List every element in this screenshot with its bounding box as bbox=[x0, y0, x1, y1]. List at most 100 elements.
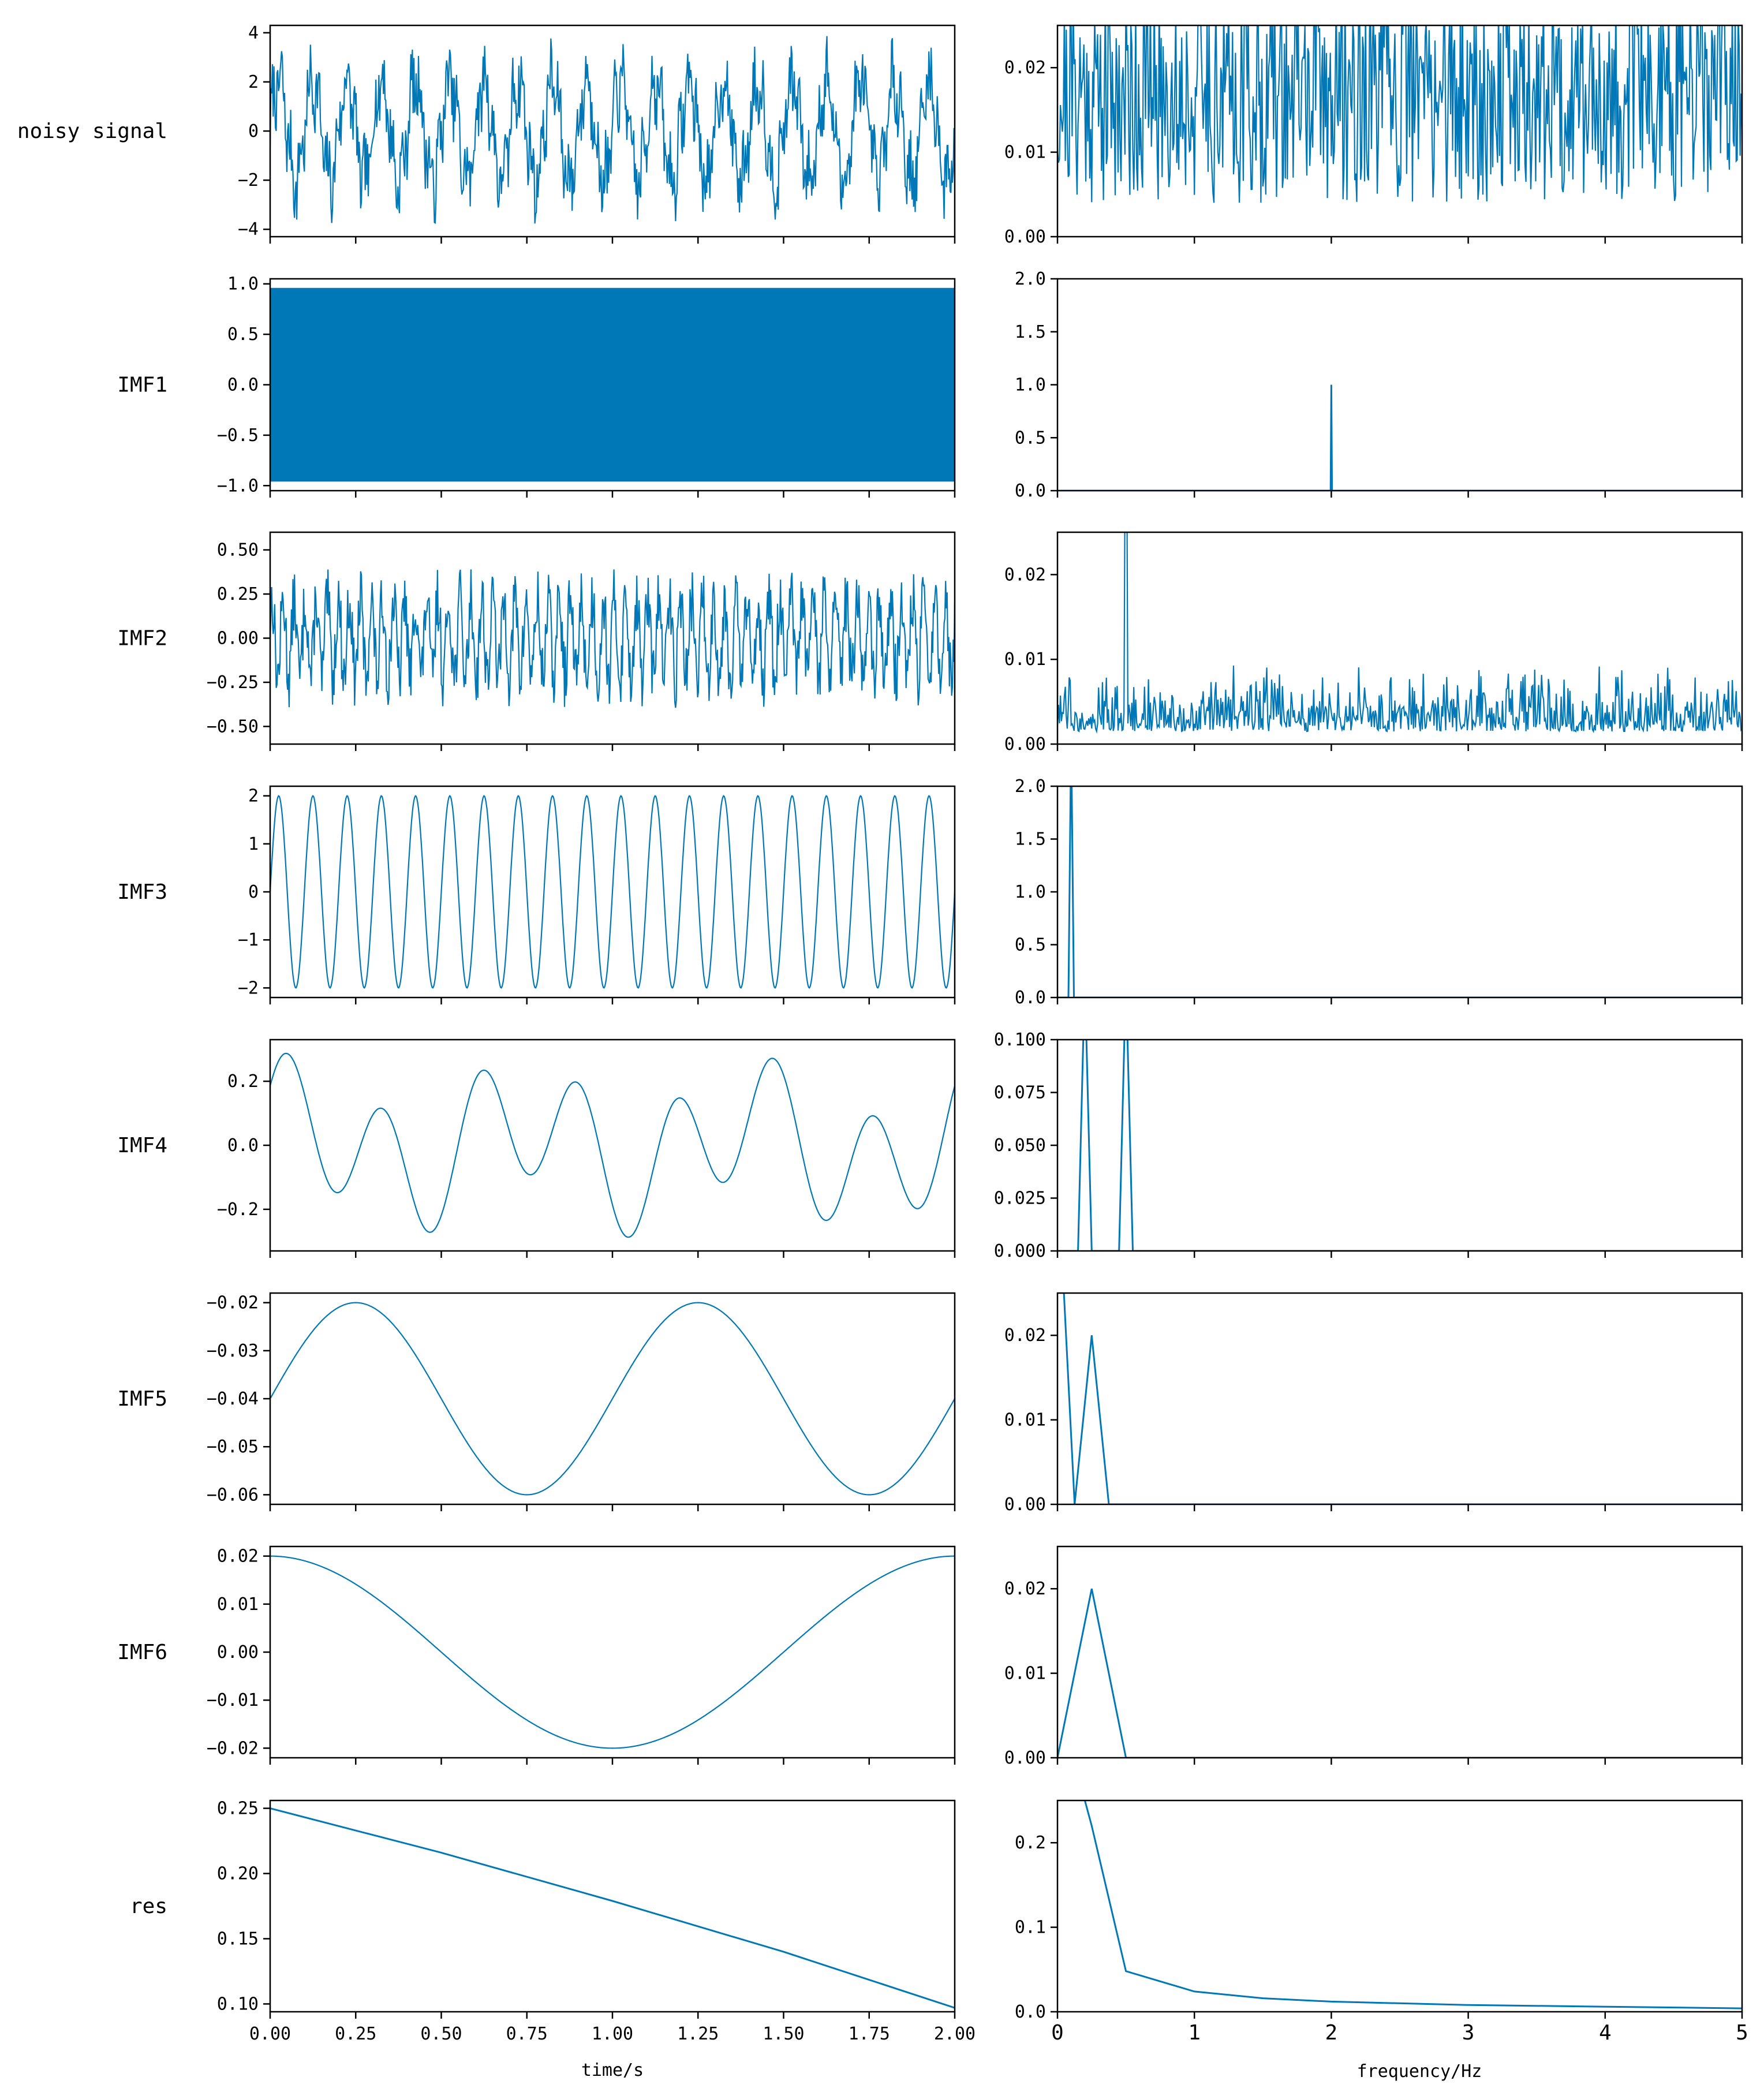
y-tick-label: 0.00 bbox=[1004, 1495, 1046, 1515]
series-line bbox=[270, 1302, 955, 1496]
y-tick-label: −0.50 bbox=[207, 716, 259, 737]
series-line bbox=[1057, 786, 1742, 998]
row-label-imf4: IMF4 bbox=[117, 1134, 167, 1157]
y-tick-label: 0.25 bbox=[217, 1799, 259, 1819]
y-tick-label: 0.1 bbox=[1015, 1918, 1046, 1938]
series-line bbox=[1063, 1293, 1742, 1504]
y-tick-label: 0.01 bbox=[1004, 143, 1046, 163]
y-tick-label: 0.25 bbox=[217, 584, 259, 604]
x-tick-label: 0 bbox=[1051, 2021, 1064, 2045]
row-label-imf2: IMF2 bbox=[117, 627, 167, 651]
y-tick-label: 2.0 bbox=[1015, 269, 1046, 289]
y-tick-label: 0.0 bbox=[1015, 481, 1046, 501]
time-panel-imf2: 0.50 0.25 0.00 −0.25 −0.50 IMF2 bbox=[117, 531, 956, 751]
axes-frame bbox=[269, 1799, 956, 2013]
series-line bbox=[270, 795, 955, 989]
x-tick-label: 0.00 bbox=[249, 2024, 291, 2044]
time-panel-imf6: 0.02 0.01 0.00 −0.01 −0.02 IMF6 bbox=[117, 1545, 956, 1765]
y-tick-label: 0.50 bbox=[217, 540, 259, 561]
y-tick-label: 2 bbox=[248, 786, 259, 806]
y-tick-label: 0.5 bbox=[1015, 428, 1046, 448]
time-panel-res: 0.25 0.20 0.15 0.10 0.00 0.25 0.50 0.75 1.00 1.25… bbox=[130, 1799, 976, 2044]
y-tick-label: 0 bbox=[248, 882, 259, 902]
x-tick-label: 4 bbox=[1599, 2021, 1612, 2045]
y-tick-label: 0.5 bbox=[227, 324, 259, 345]
series-line bbox=[1057, 1588, 1742, 1758]
row-label-imf3: IMF3 bbox=[117, 880, 167, 904]
y-tick-label: 4 bbox=[248, 23, 259, 43]
time-panel-noisy-signal: 4 2 0 −2 −4 noisy signal bbox=[17, 23, 956, 244]
y-tick-label: 1.0 bbox=[227, 274, 259, 294]
y-tick-label: −2 bbox=[238, 170, 259, 190]
series-band bbox=[270, 287, 955, 482]
axes-frame bbox=[1056, 1292, 1743, 1506]
axes-frame bbox=[1056, 1038, 1743, 1252]
y-tick-label: 0.5 bbox=[1015, 935, 1046, 955]
time-panel-imf3: 2 1 0 −1 −2 IMF3 bbox=[117, 785, 956, 1004]
spectrum-panel-imf4: 0.100 0.075 0.050 0.025 0.000 bbox=[994, 1030, 1743, 1261]
y-tick-label: 0.100 bbox=[994, 1030, 1046, 1050]
y-tick-label: 0.2 bbox=[1015, 1833, 1046, 1853]
x-axis-label-frequency: frequency/Hz bbox=[1357, 2061, 1482, 2082]
x-tick-label: 1.50 bbox=[763, 2024, 804, 2044]
spectrum-panel-imf6: 0.02 0.01 0.00 bbox=[1004, 1545, 1743, 1768]
y-tick-label: −0.04 bbox=[207, 1389, 259, 1409]
time-panel-imf4: 0.2 0.0 −0.2 IMF4 bbox=[117, 1038, 956, 1258]
row-label-imf1: IMF1 bbox=[117, 373, 167, 397]
series-line bbox=[270, 1807, 955, 2009]
axes-frame bbox=[269, 1038, 956, 1252]
y-tick-label: 0.01 bbox=[1004, 1664, 1046, 1684]
y-tick-label: 0.10 bbox=[217, 1994, 259, 2014]
spectrum-panel-imf5: 0.02 0.01 0.00 bbox=[1004, 1292, 1743, 1515]
spectrum-panel-imf3: 2.0 1.5 1.0 0.5 0.0 bbox=[1015, 776, 1743, 1008]
x-tick-label: 0.50 bbox=[420, 2024, 462, 2044]
series-line bbox=[1057, 25, 1742, 203]
y-tick-label: −0.03 bbox=[207, 1341, 259, 1361]
row-label-noisy-signal: noisy signal bbox=[17, 119, 167, 143]
y-tick-label: 0.050 bbox=[994, 1135, 1046, 1156]
y-tick-label: 0.0 bbox=[227, 1135, 259, 1156]
y-tick-label: −0.02 bbox=[207, 1293, 259, 1313]
y-tick-label: −1 bbox=[238, 930, 259, 950]
y-tick-label: −0.05 bbox=[207, 1437, 259, 1457]
x-tick-label: 2 bbox=[1325, 2021, 1338, 2045]
x-tick-label: 0.25 bbox=[335, 2024, 376, 2044]
y-tick-label: 0.00 bbox=[1004, 227, 1046, 247]
y-tick-label: 0.0 bbox=[227, 375, 259, 395]
y-tick-label: 0.02 bbox=[1004, 1325, 1046, 1346]
y-tick-label: 1.0 bbox=[1015, 882, 1046, 902]
y-tick-label: 0 bbox=[248, 121, 259, 141]
y-tick-label: 0.02 bbox=[1004, 1579, 1046, 1599]
y-tick-label: 0.0 bbox=[1015, 988, 1046, 1008]
y-tick-label: 1 bbox=[248, 834, 259, 854]
y-tick-label: −4 bbox=[238, 219, 259, 240]
y-tick-label: 1.0 bbox=[1015, 375, 1046, 395]
x-tick-label: 3 bbox=[1462, 2021, 1475, 2045]
y-tick-label: 0.00 bbox=[1004, 1748, 1046, 1768]
y-tick-label: 2 bbox=[248, 72, 259, 92]
y-tick-label: −1.0 bbox=[217, 476, 259, 496]
y-tick-label: 0.02 bbox=[1004, 58, 1046, 78]
series-line bbox=[270, 569, 955, 708]
row-label-res: res bbox=[130, 1895, 167, 1918]
series-line bbox=[1083, 1800, 1742, 2009]
row-label-imf6: IMF6 bbox=[117, 1641, 167, 1664]
x-axis-label-time: time/s bbox=[581, 2060, 644, 2080]
series-line bbox=[1057, 532, 1742, 734]
x-tick-label: 1.00 bbox=[592, 2024, 633, 2044]
axes-frame bbox=[269, 1545, 956, 1759]
y-tick-label: 0.02 bbox=[217, 1546, 259, 1567]
y-tick-label: 0.075 bbox=[994, 1083, 1046, 1103]
y-tick-label: 0.01 bbox=[1004, 1410, 1046, 1430]
y-tick-label: 0.0 bbox=[1015, 2002, 1046, 2022]
y-tick-label: 0.025 bbox=[994, 1189, 1046, 1209]
row-label-imf5: IMF5 bbox=[117, 1387, 167, 1411]
y-tick-label: −0.2 bbox=[217, 1200, 259, 1220]
y-tick-label: −0.25 bbox=[207, 673, 259, 693]
y-tick-label: 0.00 bbox=[1004, 734, 1046, 754]
y-tick-label: 0.01 bbox=[1004, 649, 1046, 670]
y-tick-label: 1.5 bbox=[1015, 322, 1046, 342]
x-tick-label: 1.75 bbox=[849, 2024, 890, 2044]
